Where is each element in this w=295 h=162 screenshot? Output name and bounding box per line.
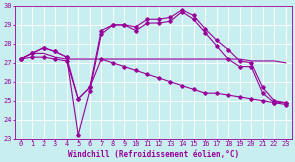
X-axis label: Windchill (Refroidissement éolien,°C): Windchill (Refroidissement éolien,°C) [68,150,239,159]
